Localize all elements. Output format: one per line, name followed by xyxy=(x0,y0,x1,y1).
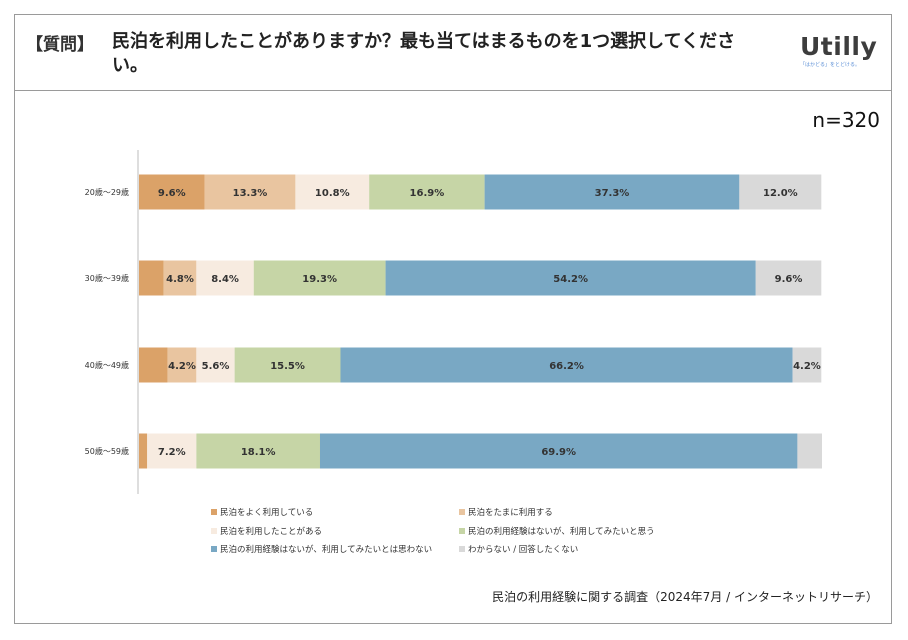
data-label: 13.3% xyxy=(233,188,268,199)
chart-frame xyxy=(14,14,892,624)
legend-label: 民泊をたまに利用する xyxy=(468,507,553,518)
data-label: 4.2% xyxy=(793,361,821,372)
bar-segment xyxy=(147,433,197,469)
bar-segment xyxy=(163,260,197,296)
bar-segment xyxy=(167,347,197,383)
bar-segment xyxy=(739,174,822,210)
legend-swatch xyxy=(211,546,217,552)
bar-segment xyxy=(369,174,485,210)
bar-segment xyxy=(340,347,793,383)
source-note: 民泊の利用経験に関する調査（2024年7月 / インターネットリサーチ） xyxy=(492,590,878,604)
data-label: 10.8% xyxy=(315,188,350,199)
bar-segment xyxy=(295,174,370,210)
data-label: 5.6% xyxy=(202,361,230,372)
legend-swatch xyxy=(459,509,465,515)
legend-label: わからない / 回答したくない xyxy=(468,544,578,555)
legend-swatch xyxy=(211,509,217,515)
utilly-logo: Utilly 「はかどる」をとどける。 xyxy=(800,32,878,69)
category-label: 50歳～59歳 xyxy=(85,446,129,456)
question-header xyxy=(15,15,891,91)
legend-swatch xyxy=(211,528,217,534)
legend-swatch xyxy=(459,546,465,552)
category-label: 20歳～29歳 xyxy=(85,187,129,197)
bar-segment xyxy=(196,347,235,383)
bar-segment xyxy=(253,260,386,296)
bar-segment xyxy=(139,347,168,383)
bar-segment xyxy=(196,260,254,296)
data-label: 8.4% xyxy=(211,274,239,285)
sample-size: n=320 xyxy=(812,108,880,132)
question-text: 民泊を利用したことがありますか？最も当てはまるものを1つ選択してください。 xyxy=(112,31,736,76)
category-label: 30歳～39歳 xyxy=(85,273,129,283)
data-label: 9.6% xyxy=(775,274,803,285)
data-label: 18.1% xyxy=(241,447,276,458)
data-label: 19.3% xyxy=(302,274,337,285)
legend-label: 民泊を利用したことがある xyxy=(220,526,322,537)
bar-segment xyxy=(234,347,341,383)
data-label: 9.6% xyxy=(158,188,186,199)
legend-label: 民泊をよく利用している xyxy=(220,507,313,518)
legend-label: 民泊の利用経験はないが、利用してみたいと思う xyxy=(468,526,655,537)
legend-label: 民泊の利用経験はないが、利用してみたいとは思わない xyxy=(220,544,432,555)
logo-tagline: 「はかどる」をとどける。 xyxy=(800,62,861,68)
data-label: 16.9% xyxy=(410,188,445,199)
bar-segment xyxy=(792,347,822,383)
bar-segment xyxy=(755,260,822,296)
data-label: 37.3% xyxy=(595,188,630,199)
question-tag: 【質問】 xyxy=(26,35,94,55)
bar-segment xyxy=(139,433,148,469)
data-label: 66.2% xyxy=(549,361,584,372)
data-label: 69.9% xyxy=(541,447,576,458)
bar-segment xyxy=(797,433,822,469)
logo-wordmark: Utilly xyxy=(800,32,878,61)
bar-segment xyxy=(139,260,164,296)
bar-segment xyxy=(196,433,320,469)
data-label: 4.2% xyxy=(168,361,196,372)
data-label: 54.2% xyxy=(553,274,588,285)
data-label: 15.5% xyxy=(270,361,305,372)
bar-segment xyxy=(385,260,756,296)
bar-segment xyxy=(319,433,798,469)
legend-swatch xyxy=(459,528,465,534)
data-label: 12.0% xyxy=(763,188,798,199)
category-label: 40歳～49歳 xyxy=(85,360,129,370)
bar-segment xyxy=(484,174,740,210)
bar-segment xyxy=(139,174,205,210)
data-label: 4.8% xyxy=(166,274,194,285)
bar-segment xyxy=(204,174,296,210)
data-label: 7.2% xyxy=(158,447,186,458)
